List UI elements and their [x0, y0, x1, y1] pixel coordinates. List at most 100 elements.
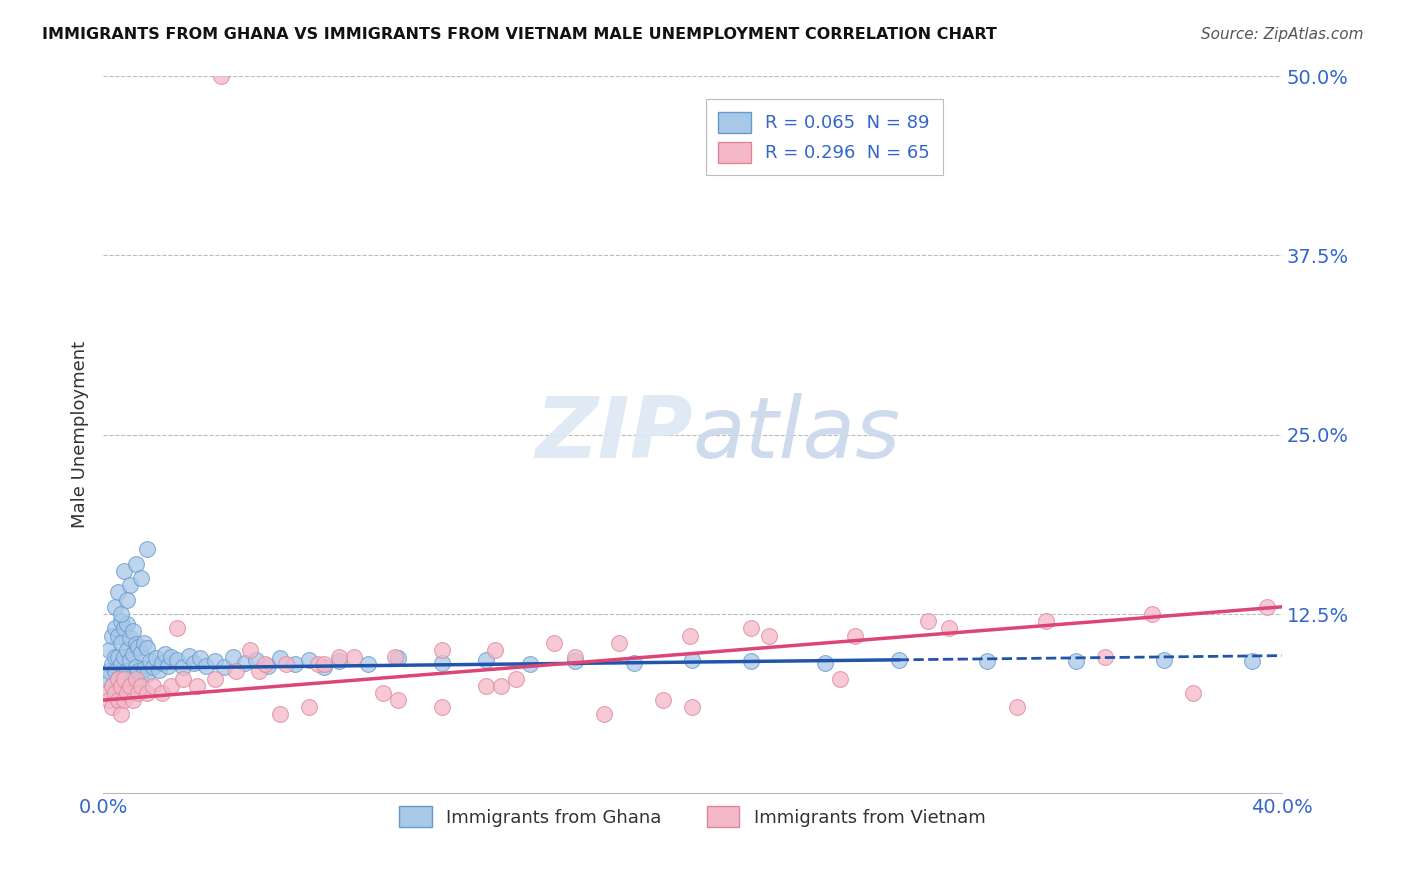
- Point: [269, 707, 291, 722]
- Point: [239, 643, 262, 657]
- Point: [107, 693, 129, 707]
- Point: [652, 693, 675, 707]
- Point: [758, 628, 780, 642]
- Point: [104, 665, 127, 679]
- Point: [204, 672, 226, 686]
- Text: atlas: atlas: [693, 393, 900, 476]
- Point: [564, 654, 586, 668]
- Point: [1153, 653, 1175, 667]
- Point: [121, 669, 143, 683]
- Point: [104, 686, 127, 700]
- Point: [887, 653, 910, 667]
- Point: [328, 654, 350, 668]
- Point: [274, 657, 297, 672]
- Point: [94, 686, 117, 700]
- Point: [298, 700, 321, 714]
- Point: [136, 542, 159, 557]
- Point: [134, 636, 156, 650]
- Point: [118, 679, 141, 693]
- Point: [186, 679, 208, 693]
- Point: [254, 657, 277, 672]
- Legend: Immigrants from Ghana, Immigrants from Vietnam: Immigrants from Ghana, Immigrants from V…: [392, 799, 993, 835]
- Point: [127, 686, 149, 700]
- Point: [177, 648, 200, 663]
- Point: [98, 643, 121, 657]
- Point: [314, 660, 336, 674]
- Point: [976, 654, 998, 668]
- Point: [107, 628, 129, 642]
- Point: [136, 667, 159, 681]
- Point: [104, 621, 127, 635]
- Point: [104, 599, 127, 614]
- Point: [121, 624, 143, 639]
- Point: [844, 628, 866, 642]
- Point: [110, 607, 132, 621]
- Point: [222, 650, 245, 665]
- Point: [938, 621, 960, 635]
- Point: [121, 647, 143, 661]
- Point: [121, 693, 143, 707]
- Point: [124, 557, 146, 571]
- Point: [112, 672, 135, 686]
- Y-axis label: Male Unemployment: Male Unemployment: [72, 341, 89, 528]
- Point: [110, 679, 132, 693]
- Point: [233, 656, 256, 670]
- Point: [307, 657, 329, 672]
- Point: [104, 650, 127, 665]
- Point: [328, 650, 350, 665]
- Point: [183, 656, 205, 670]
- Point: [543, 636, 565, 650]
- Point: [131, 673, 153, 687]
- Point: [678, 628, 700, 642]
- Point: [112, 693, 135, 707]
- Point: [112, 564, 135, 578]
- Point: [142, 679, 165, 693]
- Point: [257, 658, 280, 673]
- Point: [166, 653, 188, 667]
- Point: [118, 653, 141, 667]
- Point: [489, 679, 512, 693]
- Point: [387, 651, 409, 665]
- Point: [110, 636, 132, 650]
- Point: [107, 585, 129, 599]
- Point: [136, 641, 159, 656]
- Point: [814, 656, 837, 670]
- Point: [484, 643, 506, 657]
- Point: [1005, 700, 1028, 714]
- Point: [131, 679, 153, 693]
- Point: [166, 621, 188, 635]
- Point: [101, 679, 124, 693]
- Point: [225, 665, 247, 679]
- Point: [269, 651, 291, 665]
- Point: [1140, 607, 1163, 621]
- Point: [127, 665, 149, 679]
- Point: [118, 578, 141, 592]
- Point: [94, 672, 117, 686]
- Point: [139, 654, 162, 668]
- Point: [124, 672, 146, 686]
- Point: [148, 663, 170, 677]
- Point: [101, 628, 124, 642]
- Point: [371, 686, 394, 700]
- Point: [150, 656, 173, 670]
- Point: [142, 660, 165, 674]
- Point: [172, 672, 194, 686]
- Point: [110, 657, 132, 672]
- Point: [107, 672, 129, 686]
- Text: Source: ZipAtlas.com: Source: ZipAtlas.com: [1201, 27, 1364, 42]
- Point: [115, 665, 138, 679]
- Point: [145, 651, 167, 665]
- Point: [475, 679, 498, 693]
- Point: [1182, 686, 1205, 700]
- Point: [112, 650, 135, 665]
- Point: [112, 672, 135, 686]
- Point: [195, 658, 218, 673]
- Point: [593, 707, 616, 722]
- Point: [505, 672, 527, 686]
- Point: [160, 650, 183, 665]
- Point: [245, 653, 267, 667]
- Point: [172, 660, 194, 674]
- Point: [682, 700, 704, 714]
- Point: [204, 654, 226, 668]
- Point: [284, 657, 307, 672]
